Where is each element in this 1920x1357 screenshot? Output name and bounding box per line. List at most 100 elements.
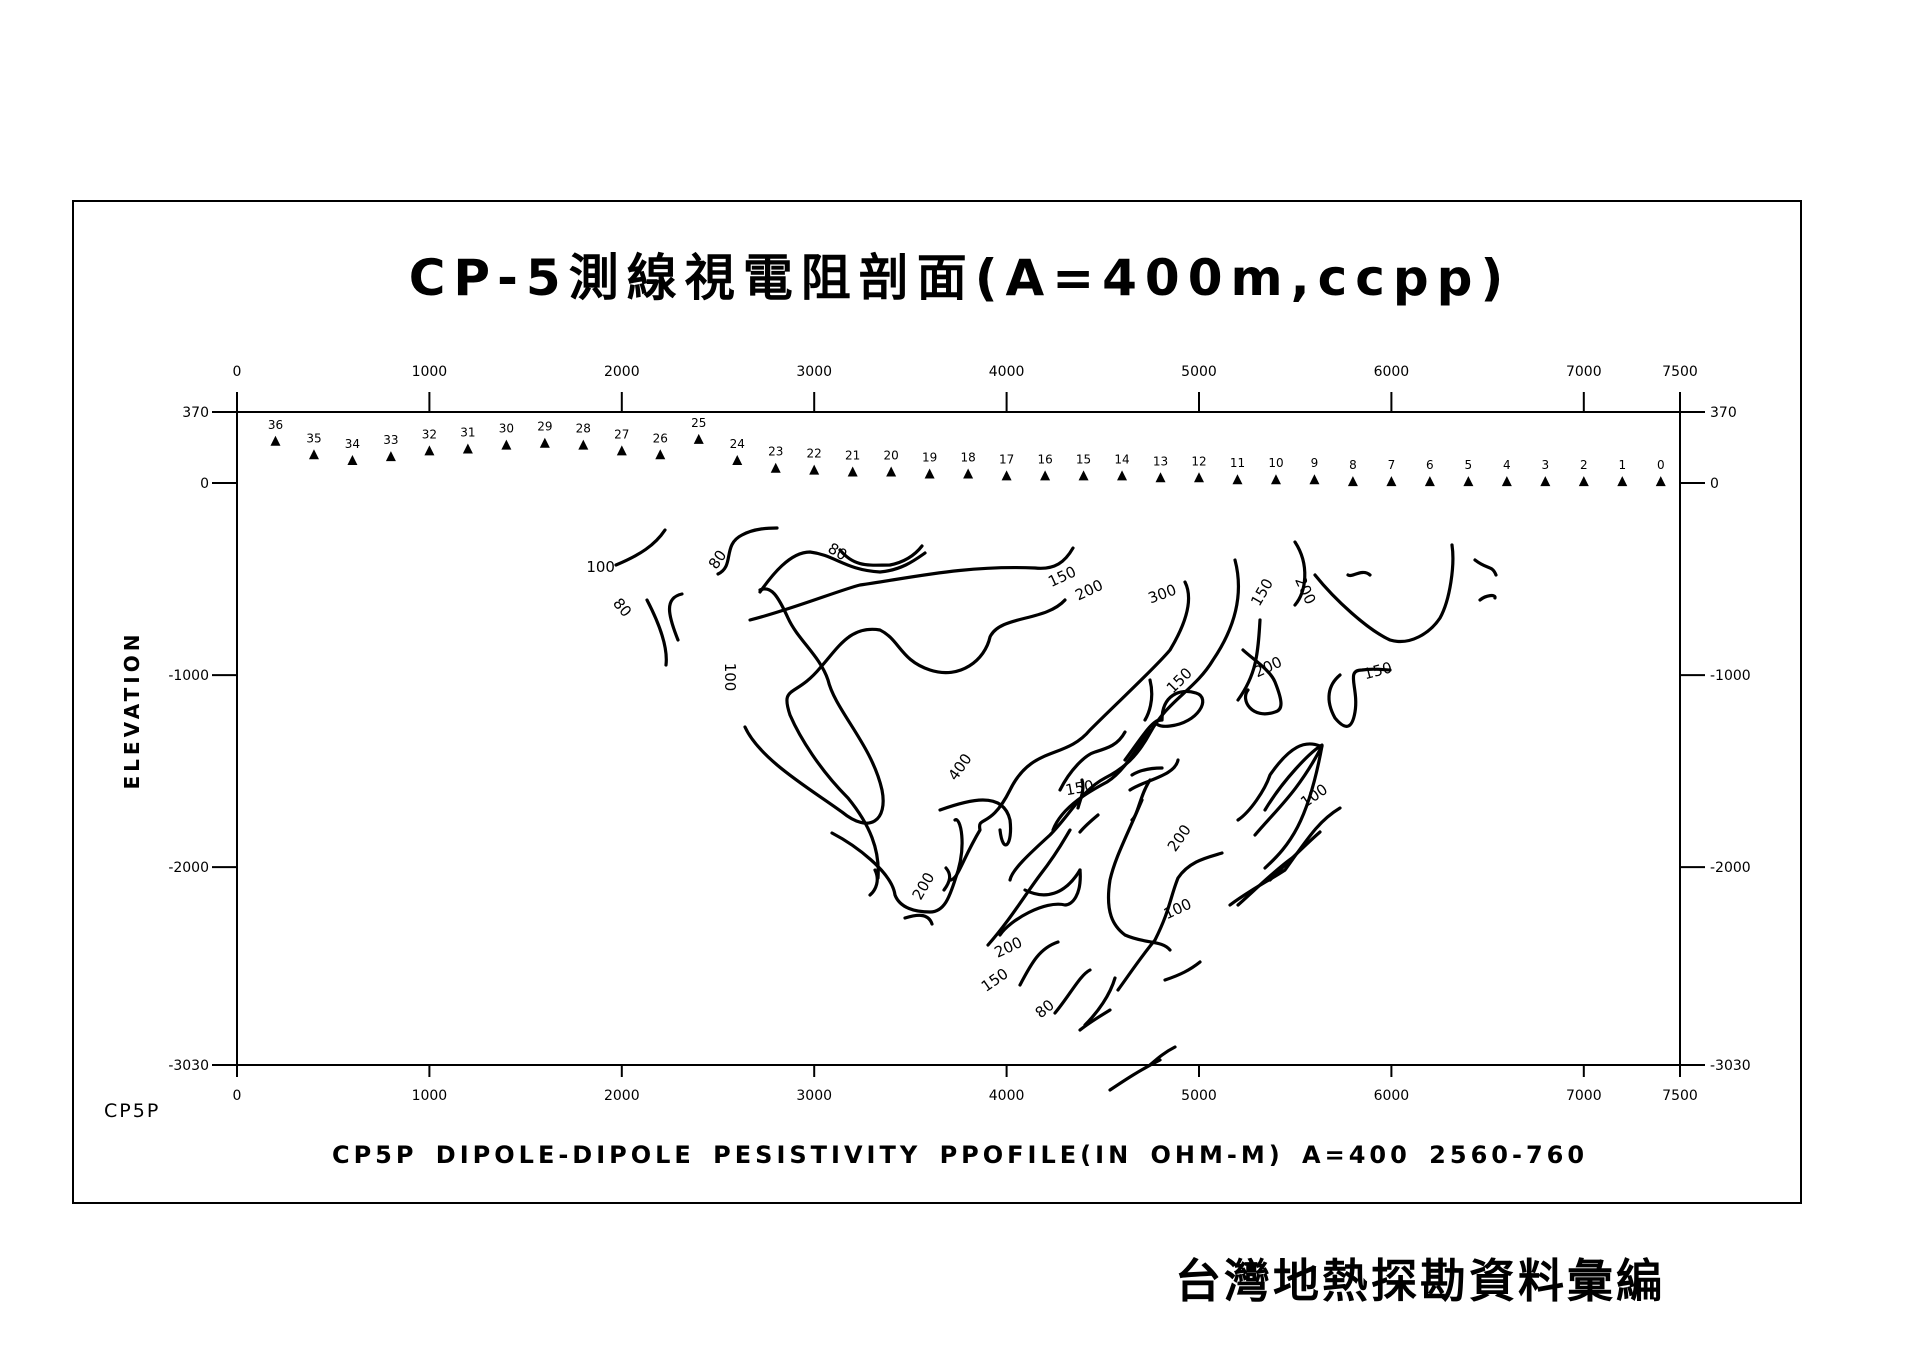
x-tick-label-top: 3000 bbox=[796, 364, 832, 380]
contour-label: 100 bbox=[721, 663, 739, 692]
station-marker bbox=[770, 462, 781, 473]
contour-line bbox=[1263, 744, 1324, 870]
station-marker bbox=[1386, 476, 1397, 487]
contour-line bbox=[1148, 1045, 1177, 1067]
station-label: 6 bbox=[1426, 458, 1434, 472]
station-label: 36 bbox=[268, 418, 283, 432]
station-label: 4 bbox=[1503, 458, 1511, 472]
contour-line bbox=[1123, 718, 1162, 762]
contour-line bbox=[1116, 851, 1224, 992]
y-tick-label-left: -3030 bbox=[168, 1058, 209, 1074]
station-marker bbox=[1424, 476, 1435, 487]
contour-line bbox=[1228, 806, 1342, 907]
contour-line bbox=[1327, 667, 1392, 728]
station-marker bbox=[1655, 476, 1666, 487]
station-label: 2 bbox=[1580, 458, 1588, 472]
y-tick-label-right: -1000 bbox=[1710, 668, 1751, 684]
contour-label: 300 bbox=[1146, 581, 1179, 608]
station-marker bbox=[270, 435, 281, 446]
contour-line bbox=[716, 526, 779, 576]
contour-line bbox=[1018, 940, 1060, 987]
contour-line bbox=[748, 546, 1075, 622]
contour-line bbox=[1236, 742, 1322, 822]
contour-label: 150 bbox=[1247, 575, 1277, 609]
station-label: 22 bbox=[807, 447, 822, 461]
contour-label: 100 bbox=[1297, 780, 1331, 811]
station-label: 10 bbox=[1268, 456, 1283, 470]
station-marker bbox=[886, 466, 897, 477]
contour-line bbox=[903, 913, 934, 926]
station-label: 35 bbox=[306, 431, 321, 445]
x-tick-label-top: 1000 bbox=[412, 364, 448, 380]
contour-line bbox=[1076, 778, 1085, 810]
station-label: 31 bbox=[460, 425, 475, 439]
contour-line bbox=[743, 587, 885, 825]
station-marker bbox=[693, 433, 704, 444]
station-marker bbox=[655, 449, 666, 460]
contour-label: 80 bbox=[705, 547, 731, 573]
station-marker bbox=[1194, 472, 1204, 483]
contour-line bbox=[938, 798, 1013, 847]
x-tick-label-bottom: 4000 bbox=[989, 1088, 1025, 1104]
contour-line bbox=[1083, 976, 1117, 1027]
contour-lines bbox=[614, 526, 1498, 1092]
station-label: 24 bbox=[730, 437, 745, 451]
x-tick-label-bottom: 2000 bbox=[604, 1088, 640, 1104]
station-marker bbox=[1040, 470, 1051, 481]
contour-label: 200 bbox=[1164, 821, 1195, 855]
contour-label: 150 bbox=[1064, 777, 1095, 800]
contour-label: 150 bbox=[1362, 658, 1394, 683]
station-label: 33 bbox=[383, 433, 398, 447]
contour-line bbox=[948, 580, 1191, 882]
station-label: 18 bbox=[960, 450, 975, 464]
contour-line bbox=[1268, 830, 1322, 882]
station-label: 16 bbox=[1037, 452, 1052, 466]
contour-line bbox=[1253, 744, 1324, 837]
contour-line bbox=[1053, 968, 1092, 1015]
contour-line bbox=[838, 544, 924, 567]
chart-caption: CP5P DIPOLE-DIPOLE PESISTIVITY PPOFILE(I… bbox=[331, 1141, 1589, 1169]
contour-line bbox=[1236, 618, 1262, 702]
contour-line bbox=[1478, 593, 1497, 602]
station-label: 12 bbox=[1191, 454, 1206, 468]
station-label: 9 bbox=[1311, 456, 1319, 470]
station-label: 29 bbox=[537, 420, 552, 434]
station-label: 34 bbox=[345, 437, 360, 451]
station-marker bbox=[847, 466, 858, 477]
station-marker bbox=[1270, 474, 1281, 485]
contour-line bbox=[1143, 678, 1154, 722]
station-marker bbox=[1117, 470, 1128, 481]
station-label: 27 bbox=[614, 427, 629, 441]
contour-line bbox=[1058, 730, 1127, 792]
station-label: 19 bbox=[922, 450, 937, 464]
contour-line bbox=[785, 598, 1067, 880]
x-tick-label-top: 4000 bbox=[989, 364, 1025, 380]
station-marker bbox=[539, 437, 550, 448]
contour-label: 400 bbox=[944, 750, 975, 784]
contour-line bbox=[1051, 728, 1152, 832]
station-marker bbox=[809, 464, 820, 475]
y-tick-label-left: 0 bbox=[200, 476, 209, 492]
station-label: 0 bbox=[1657, 458, 1665, 472]
contour-line bbox=[998, 868, 1082, 937]
contour-line bbox=[830, 818, 964, 914]
contour-line bbox=[1236, 856, 1294, 907]
station-marker bbox=[308, 449, 319, 460]
x-tick-label-top: 0 bbox=[233, 364, 242, 380]
y-tick-label-right: 0 bbox=[1710, 476, 1719, 492]
y-tick-label-right: -3030 bbox=[1710, 1058, 1751, 1074]
axes: 0010001000200020003000300040004000500050… bbox=[168, 364, 1750, 1104]
contour-line bbox=[868, 868, 879, 897]
station-marker bbox=[501, 439, 512, 450]
station-label: 23 bbox=[768, 445, 783, 459]
x-tick-label-top: 6000 bbox=[1374, 364, 1410, 380]
station-marker bbox=[1578, 476, 1589, 487]
contour-line bbox=[1023, 868, 1082, 897]
station-marker bbox=[732, 455, 743, 466]
station-label: 30 bbox=[499, 422, 514, 436]
x-tick-label-bottom: 6000 bbox=[1374, 1088, 1410, 1104]
x-tick-label-bottom: 7000 bbox=[1566, 1088, 1602, 1104]
contour-line bbox=[1293, 540, 1307, 607]
contour-line bbox=[758, 550, 927, 594]
contour-label: 200 bbox=[908, 869, 938, 903]
